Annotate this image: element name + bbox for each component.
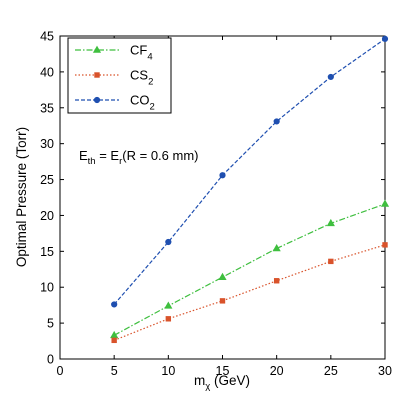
series-CF4: [110, 199, 390, 339]
y-tick-label: 45: [40, 30, 54, 44]
y-tick-label: 30: [40, 137, 54, 151]
y-tick-label: 0: [47, 353, 54, 367]
y-tick-label: 15: [40, 245, 54, 259]
series-CO2: [111, 35, 389, 308]
legend: CF4 CS2 CO2: [67, 37, 172, 114]
legend-marker: [93, 96, 101, 104]
y-tick-label: 25: [40, 173, 54, 187]
x-tick-label: 5: [111, 364, 118, 378]
legend-item-CO2: CO2: [75, 93, 155, 113]
x-tick-label: 30: [378, 364, 392, 378]
threshold-annotation: Eth = Er(R = 0.6 mm): [79, 148, 199, 167]
data-point-CF4-4: [326, 218, 335, 227]
data-point-CO2-2: [219, 172, 226, 179]
legend-label: CF4: [130, 43, 153, 63]
series-line-CF4: [113, 203, 386, 336]
legend-box: [67, 37, 172, 114]
data-point-CS2-2: [219, 298, 226, 304]
series-CS2: [111, 242, 388, 344]
x-tick-label: 10: [161, 364, 175, 378]
data-point-CF4-3: [272, 244, 281, 252]
series-line-CS2: [113, 244, 386, 341]
y-tick-label: 20: [40, 209, 54, 223]
legend-items: CF4 CS2 CO2: [75, 43, 155, 113]
data-point-CS2-5: [382, 242, 388, 248]
data-point-CF4-1: [164, 301, 173, 309]
data-point-CS2-1: [165, 316, 172, 322]
x-tick-label: 0: [57, 364, 64, 378]
legend-marker: [94, 72, 100, 78]
series-line-CO2: [113, 38, 386, 305]
data-point-CF4-5: [380, 199, 390, 207]
legend-marker: [92, 45, 102, 53]
data-point-CF4-2: [218, 272, 227, 280]
y-tick-label: 5: [47, 317, 54, 331]
legend-item-CS2: CS2: [75, 68, 153, 88]
data-point-CO2-5: [381, 35, 389, 42]
legend-label: CO2: [130, 93, 155, 113]
data-point-CS2-3: [273, 278, 280, 284]
x-tick-label: 15: [216, 364, 230, 378]
data-point-CS2-4: [328, 258, 334, 265]
data-point-CO2-1: [165, 238, 172, 246]
data-point-CO2-4: [327, 73, 334, 81]
x-tick-label: 20: [270, 364, 284, 378]
y-tick-label: 35: [40, 101, 54, 115]
legend-item-CF4: CF4: [75, 43, 153, 63]
x-axis-title: mχ (GeV): [194, 373, 250, 392]
tick-marks: 0 5 10 15 20 25 30 0 5 10 15 20 25 30 35 40 45: [40, 30, 392, 379]
y-tick-label: 40: [40, 65, 54, 79]
legend-label: CS2: [130, 68, 153, 88]
x-tick-label: 25: [324, 364, 338, 378]
data-point-CO2-0: [111, 301, 118, 308]
y-axis-title: Optimal Pressure (Torr): [14, 127, 29, 267]
series-layer: [110, 35, 390, 344]
data-point-CO2-3: [273, 118, 280, 125]
y-tick-label: 10: [40, 281, 54, 295]
data-point-CS2-0: [111, 337, 117, 344]
